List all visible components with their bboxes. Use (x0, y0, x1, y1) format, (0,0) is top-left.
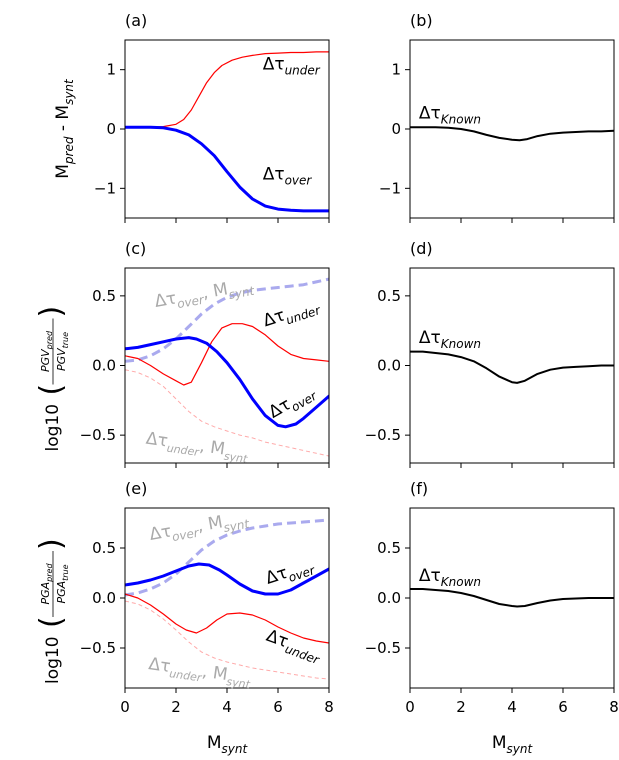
y-tick-label: 0.5 (92, 287, 116, 305)
panel-f: 0.5 0.0 −0.5 0 2 4 6 8 (f) Msynt ΔτKnown (365, 479, 619, 756)
x-axis-label: Msynt (492, 733, 534, 756)
fraction-denominator: PGAtrue (55, 564, 70, 603)
series-line-2 (125, 323, 329, 386)
y-tick-label: 0.0 (377, 357, 401, 375)
fraction-numerator: PGApred (39, 563, 54, 605)
panel-label: (e) (125, 479, 147, 498)
paren-left: ( (34, 384, 69, 396)
panel-label: (c) (125, 239, 146, 258)
fraction-numerator: PGVpred (39, 330, 54, 372)
y-tick-label: 0 (391, 120, 401, 138)
series-annotation: Δτover (263, 164, 313, 187)
y-axis-label: Mpred - Msynt (53, 78, 76, 179)
x-tick-label: 6 (558, 698, 568, 716)
panel-label: (d) (410, 239, 433, 258)
y-tick-label: −0.5 (80, 426, 116, 444)
series-annotation: Δτover, Msynt (148, 508, 252, 548)
series-line-1 (125, 369, 329, 457)
y-axis-label-text: log10 (43, 404, 63, 452)
x-tick-label: 4 (507, 698, 517, 716)
series-line-0 (410, 588, 614, 608)
fraction-denominator: PGVtrue (55, 332, 70, 371)
series-line-2 (125, 593, 329, 644)
series-line-3 (125, 562, 329, 596)
series-annotation: Δτunder (263, 626, 325, 667)
panel-e: 0.5 0.0 −0.5 0 2 4 6 8 (e) Msynt log10 ( PGApredPGAt… (34, 479, 334, 756)
paren-right: ) (34, 306, 69, 318)
axes-frame (409, 39, 615, 219)
series-line-0 (410, 350, 614, 384)
panel-label: (a) (125, 11, 147, 30)
series-line-0 (125, 277, 329, 363)
series-line-3 (125, 336, 329, 429)
x-tick-label: 6 (273, 698, 283, 716)
y-tick-label: 0.5 (92, 539, 116, 557)
y-tick-label: 0.0 (377, 589, 401, 607)
y-tick-label: 0.5 (377, 287, 401, 305)
y-tick-label: −1 (379, 179, 401, 197)
y-axis-label-text: log10 (43, 636, 63, 684)
series-line-1 (125, 600, 329, 680)
series-annotation: Δτover (265, 381, 320, 426)
series-annotation: Δτunder (263, 55, 321, 78)
y-tick-label: 1 (391, 61, 401, 79)
y-tick-label: 0.0 (92, 357, 116, 375)
x-tick-label: 0 (405, 698, 415, 716)
x-tick-label: 2 (456, 698, 466, 716)
y-tick-label: −0.5 (365, 639, 401, 657)
series-line-0 (410, 126, 614, 142)
y-tick-label: 1 (106, 61, 116, 79)
series-annotation: Δτunder (261, 294, 323, 334)
series-annotation: ΔτKnown (419, 328, 481, 351)
series-line-1 (125, 125, 329, 213)
y-tick-label: 0 (106, 120, 116, 138)
paren-left: ( (34, 616, 69, 628)
series-annotation: Δτover (263, 554, 317, 591)
y-tick-label: −0.5 (365, 426, 401, 444)
series-annotation: Δτunder, Msynt (144, 429, 250, 466)
y-tick-label: 0.5 (377, 539, 401, 557)
x-tick-label: 8 (609, 698, 619, 716)
x-tick-label: 4 (222, 698, 232, 716)
series-line-0 (125, 51, 329, 128)
y-tick-label: −0.5 (80, 639, 116, 657)
panel-d: 0.5 0.0 −0.5 (d) ΔτKnown (365, 239, 615, 468)
series-annotation: Δτover, Msynt (153, 275, 257, 315)
x-axis-label: Msynt (207, 733, 249, 756)
panel-label: (b) (410, 11, 433, 30)
series-annotation: Δτunder, Msynt (147, 654, 253, 691)
x-tick-label: 2 (171, 698, 181, 716)
series-annotation: ΔτKnown (419, 566, 481, 589)
panel-b: 1 0 −1 (b) ΔτKnown (379, 11, 615, 223)
y-tick-label: −1 (94, 179, 116, 197)
y-tick-label: 0.0 (92, 589, 116, 607)
x-tick-label: 8 (324, 698, 334, 716)
paren-right: ) (34, 538, 69, 550)
series-annotation: ΔτKnown (419, 103, 481, 126)
series-line-0 (125, 518, 329, 597)
x-tick-label: 0 (120, 698, 130, 716)
panel-label: (f) (410, 479, 428, 498)
panel-a: 1 0 −1 (a) Mpred - Msynt Δτunder Δτover (53, 11, 330, 223)
